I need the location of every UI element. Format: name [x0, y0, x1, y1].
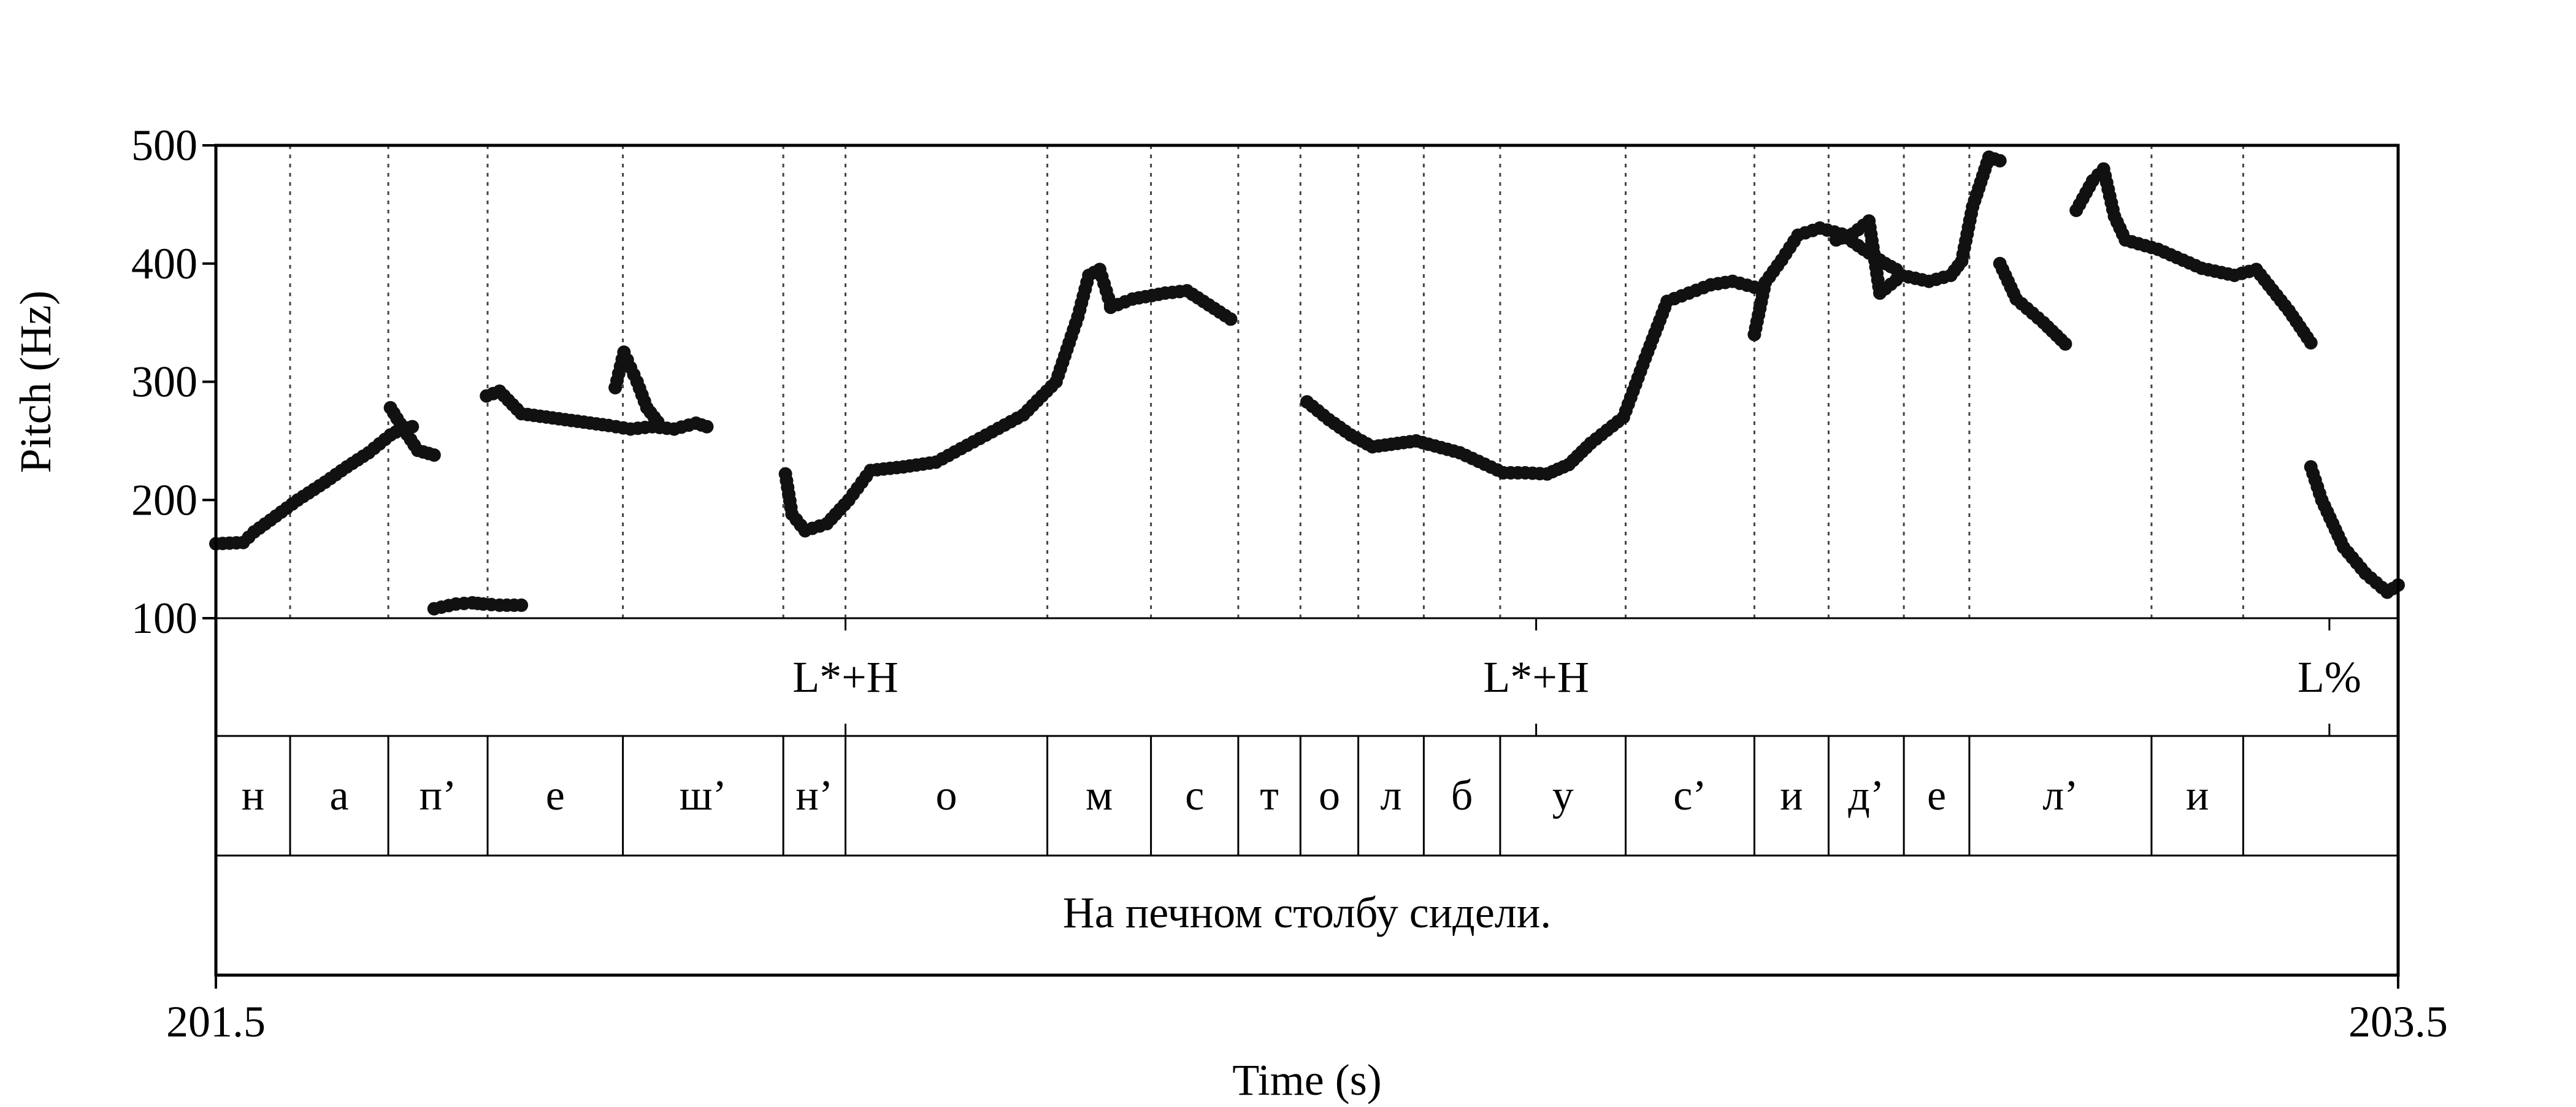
y-tick-label: 100 [131, 594, 197, 643]
segment-label: о [936, 772, 957, 819]
segment-label: с [1185, 772, 1204, 819]
frame-layer [202, 144, 2400, 989]
segment-label: е [546, 772, 565, 819]
segment-label: е [1927, 772, 1946, 819]
segment-label: и [2186, 772, 2209, 819]
x-tick-label: 203.5 [2348, 997, 2448, 1046]
tone-label: L*+H [1483, 653, 1589, 702]
pitch-contour-layer [209, 150, 2405, 616]
segment-label: б [1451, 772, 1473, 819]
y-axis-label: Pitch (Hz) [11, 291, 60, 473]
segment-label: д’ [1848, 772, 1884, 819]
y-tick-label: 200 [131, 475, 197, 524]
segment-label: л [1381, 772, 1402, 819]
segment-label: н’ [795, 772, 833, 819]
pitch-point [2058, 337, 2072, 351]
segment-label: с’ [1673, 772, 1706, 819]
pitch-point [1993, 154, 2007, 168]
segment-label: н [242, 772, 264, 819]
pitch-point [700, 419, 714, 434]
x-tick-label: 201.5 [166, 997, 266, 1046]
segment-label: о [1319, 772, 1340, 819]
pitch-point [651, 415, 665, 429]
y-tick-label: 300 [131, 358, 197, 407]
y-tick-label: 500 [131, 121, 197, 170]
segment-label: п’ [420, 772, 457, 819]
text-layer: L*+H L*+H L% 100 200 300 400 500 201.5 203.5 Time … [11, 121, 2448, 1105]
pitch-point [2304, 335, 2318, 350]
segment-label: л’ [2042, 772, 2078, 819]
y-tick-label: 400 [131, 239, 197, 288]
plot-frame [214, 144, 2400, 977]
segment-label: м [1086, 772, 1113, 819]
tone-label: L*+H [792, 653, 899, 702]
segment-label: т [1260, 772, 1279, 819]
segment-label: у [1552, 772, 1574, 819]
segment-label: ш’ [680, 772, 727, 819]
tone-label: L% [2298, 653, 2361, 702]
segment-label: и [1780, 772, 1803, 819]
pitch-point [515, 598, 529, 612]
pitch-point [1224, 312, 1238, 326]
sentence-label: На печном столбу сидели. [1063, 888, 1551, 937]
boundary-layer [289, 145, 2331, 856]
pitch-point [427, 448, 441, 462]
x-axis-label: Time (s) [1232, 1055, 1381, 1104]
segment-label: а [329, 772, 348, 819]
